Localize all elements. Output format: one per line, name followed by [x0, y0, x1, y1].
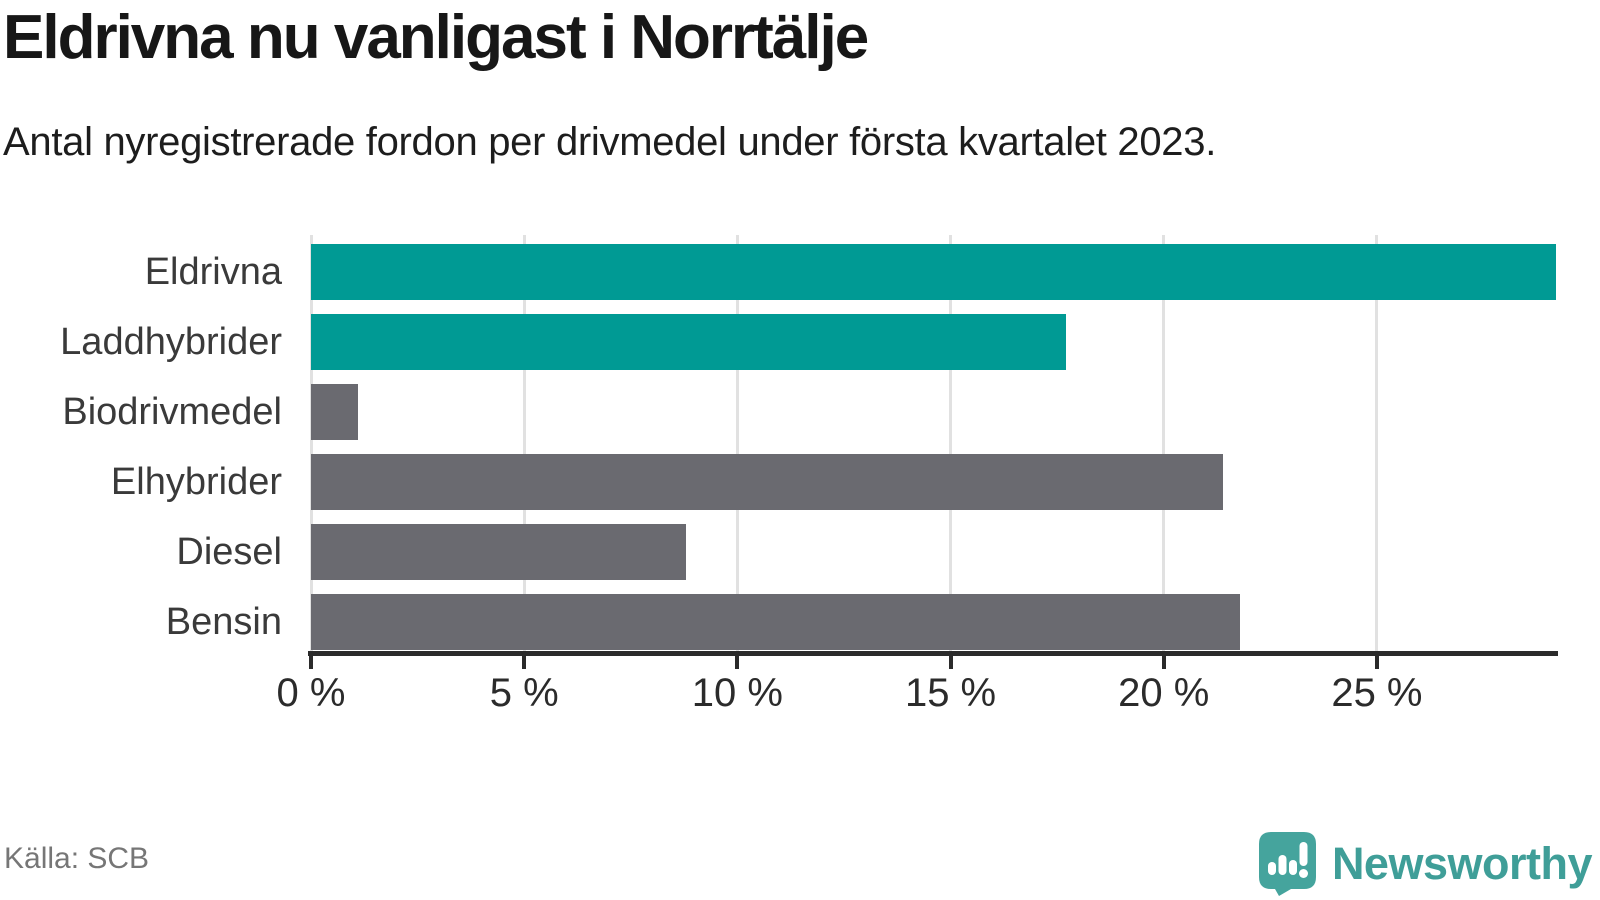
newsworthy-logo-icon — [1258, 832, 1316, 896]
x-tick-25 — [1374, 656, 1379, 669]
gridline-10 — [735, 235, 739, 651]
gridline-15 — [949, 235, 953, 651]
newsworthy-wordmark: Newsworthy — [1331, 838, 1593, 889]
bar-eldrivna — [311, 244, 1556, 300]
category-label-laddhybrider: Laddhybrider — [60, 321, 282, 363]
bar-diesel — [311, 524, 687, 580]
category-label-bensin: Bensin — [165, 601, 282, 643]
newsworthy-brand: Newsworthy — [1258, 832, 1593, 896]
chart-title: Eldrivna nu vanligast i Norrtälje — [3, 3, 869, 72]
x-tick-10 — [735, 656, 740, 669]
category-label-diesel: Diesel — [176, 531, 282, 573]
bar-elhybrider — [311, 454, 1224, 510]
category-label-biodrivmedel: Biodrivmedel — [62, 391, 282, 433]
x-tick-15 — [948, 656, 953, 669]
x-tick-label-15: 15 % — [904, 671, 997, 715]
category-label-elhybrider: Elhybrider — [110, 461, 282, 503]
bar-biodrivmedel — [311, 384, 358, 440]
gridline-5 — [522, 235, 526, 651]
x-axis-line — [308, 651, 1558, 656]
x-tick-label-25: 25 % — [1331, 671, 1423, 715]
bar-laddhybrider — [311, 314, 1066, 370]
x-tick-label-5: 5 % — [489, 671, 559, 715]
gridline-0 — [309, 235, 313, 651]
x-tick-label-10: 10 % — [691, 671, 783, 715]
source-label: Källa: SCB — [4, 842, 150, 875]
bar-bensin — [311, 594, 1241, 650]
x-tick-20 — [1161, 656, 1166, 669]
gridline-20 — [1162, 235, 1166, 651]
x-tick-5 — [522, 656, 527, 669]
gridline-25 — [1375, 235, 1379, 651]
x-tick-label-20: 20 % — [1118, 671, 1210, 715]
x-tick-0 — [309, 656, 313, 669]
chart-subtitle: Antal nyregistrerade fordon per drivmede… — [3, 120, 1217, 164]
category-label-eldrivna: Eldrivna — [144, 251, 282, 293]
x-tick-label-0: 0 % — [276, 671, 346, 715]
